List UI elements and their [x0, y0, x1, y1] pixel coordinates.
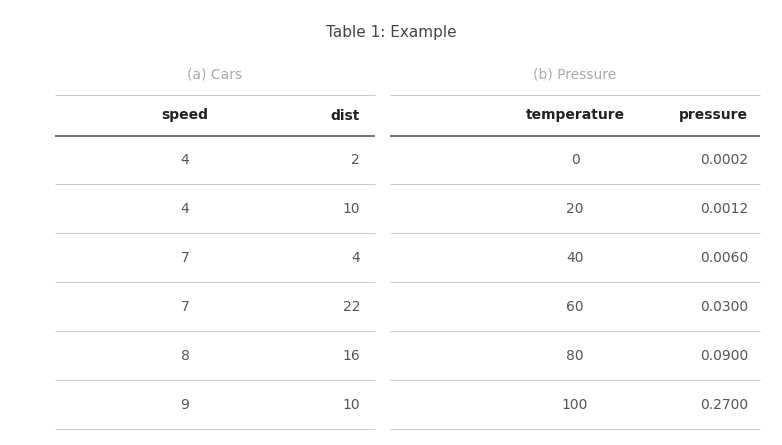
- Text: Table 1: Example: Table 1: Example: [325, 25, 457, 40]
- Text: 10: 10: [343, 202, 360, 216]
- Text: 2: 2: [351, 153, 360, 167]
- Text: 10: 10: [343, 398, 360, 412]
- Text: 4: 4: [181, 153, 189, 167]
- Text: 0.0300: 0.0300: [700, 300, 748, 314]
- Text: 0.0900: 0.0900: [700, 349, 748, 363]
- Text: 40: 40: [566, 251, 583, 265]
- Text: 7: 7: [181, 251, 189, 265]
- Text: 100: 100: [561, 398, 588, 412]
- Text: 16: 16: [343, 349, 360, 363]
- Text: 7: 7: [181, 300, 189, 314]
- Text: 22: 22: [343, 300, 360, 314]
- Text: 4: 4: [351, 251, 360, 265]
- Text: 0.0002: 0.0002: [700, 153, 748, 167]
- Text: 0.2700: 0.2700: [700, 398, 748, 412]
- Text: temperature: temperature: [526, 109, 625, 122]
- Text: speed: speed: [162, 109, 209, 122]
- Text: 8: 8: [181, 349, 189, 363]
- Text: dist: dist: [331, 109, 360, 122]
- Text: 60: 60: [566, 300, 584, 314]
- Text: pressure: pressure: [679, 109, 748, 122]
- Text: (b) Pressure: (b) Pressure: [533, 68, 617, 82]
- Text: (a) Cars: (a) Cars: [188, 68, 242, 82]
- Text: 20: 20: [566, 202, 583, 216]
- Text: 80: 80: [566, 349, 584, 363]
- Text: 4: 4: [181, 202, 189, 216]
- Text: 0.0060: 0.0060: [700, 251, 748, 265]
- Text: 9: 9: [181, 398, 189, 412]
- Text: 0: 0: [571, 153, 579, 167]
- Text: 0.0012: 0.0012: [700, 202, 748, 216]
